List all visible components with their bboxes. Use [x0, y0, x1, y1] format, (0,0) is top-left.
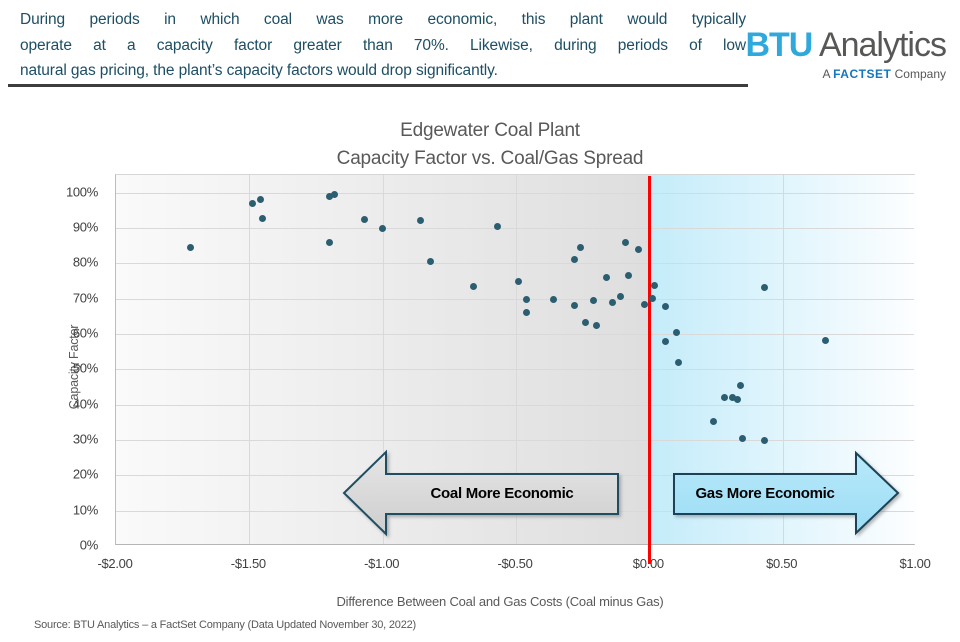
header-line-1: During periods in which coal was more ec…: [20, 11, 746, 28]
scatter-point: [733, 396, 741, 404]
scatter-point: [739, 435, 747, 443]
scatter-point: [640, 301, 648, 309]
scatter-point: [469, 282, 477, 290]
h-gridline: [116, 192, 914, 194]
scatter-point: [621, 238, 629, 246]
scatter-point: [736, 382, 744, 390]
v-gridline: [782, 175, 784, 544]
logo-analytics-text: Analytics: [818, 26, 947, 64]
scatter-point: [760, 437, 768, 445]
header-commentary: During periods in which coal was more ec…: [20, 7, 746, 84]
plot-area: Coal More Economic Gas More Economic: [115, 174, 916, 564]
x-axis-ticks: -$2.00-$1.50-$1.00-$0.50$0.00$0.50$1.00: [97, 556, 930, 572]
h-gridline: [116, 475, 914, 477]
scatter-point: [608, 298, 616, 306]
logo-tagline: A FACTSET Company: [745, 67, 946, 81]
x-tick-label: $0.50: [766, 556, 798, 571]
scatter-point: [325, 239, 333, 247]
scatter-point: [571, 255, 579, 263]
y-tick-label: 40%: [72, 396, 98, 412]
header-underline: [8, 84, 748, 87]
scatter-point: [675, 359, 683, 367]
chart-title-block: Edgewater Coal Plant Capacity Factor vs.…: [90, 117, 890, 173]
h-gridline: [116, 263, 914, 265]
scatter-point: [331, 191, 339, 199]
x-tick-label: -$1.50: [230, 556, 266, 571]
scatter-point: [259, 214, 267, 222]
v-gridline: [249, 175, 251, 544]
scatter-point: [379, 225, 387, 233]
zero-spread-divider-line: [647, 176, 651, 564]
y-tick-label: 20%: [72, 466, 98, 482]
scatter-point: [493, 223, 501, 231]
scatter-point: [360, 216, 368, 224]
x-tick-label: -$1.00: [364, 556, 400, 571]
scatter-point: [728, 394, 736, 402]
logo-btu-text: BTU: [745, 26, 813, 64]
source-note: Source: BTU Analytics – a FactSet Compan…: [34, 619, 417, 631]
scatter-point: [635, 245, 643, 253]
h-gridline: [116, 440, 914, 441]
scatter-point: [624, 272, 632, 280]
btu-analytics-logo: BTU Analytics A FACTSET Company: [745, 26, 947, 81]
header-line-2: operate at a capacity factor greater tha…: [20, 36, 746, 54]
h-gridline: [116, 298, 914, 300]
x-axis-title: Difference Between Coal and Gas Costs (C…: [336, 594, 664, 609]
y-axis-ticks: 0% 10% 20% 30% 40% 50% 60% 70% 80% 90% 100%: [0, 174, 98, 552]
scatter-point: [616, 293, 624, 301]
x-tick-label: -$0.50: [497, 556, 533, 571]
scatter-point: [589, 296, 597, 304]
h-gridline: [116, 404, 914, 406]
scatter-point: [672, 329, 680, 337]
y-tick-label: 70%: [72, 290, 98, 306]
scatter-point: [760, 283, 768, 291]
x-tick-label: $1.00: [899, 556, 931, 571]
scatter-point: [581, 319, 589, 327]
y-tick-label: 0%: [79, 537, 99, 553]
chart-subtitle: Capacity Factor vs. Coal/Gas Spread: [336, 148, 644, 169]
scatter-point: [549, 295, 557, 303]
y-tick-label: 80%: [72, 254, 98, 270]
scatter-point: [592, 322, 600, 330]
scatter-point: [256, 196, 264, 204]
x-tick-label: -$2.00: [97, 556, 133, 571]
scatter-point: [603, 274, 611, 282]
scatter-point: [416, 217, 424, 225]
y-tick-label: 90%: [72, 219, 98, 235]
h-gridline: [116, 334, 914, 335]
tagline-factset: FACTSET: [833, 67, 892, 81]
scatter-point: [821, 336, 829, 344]
scatter-point: [709, 418, 717, 426]
scatter-point: [325, 193, 333, 201]
scatter-point: [661, 337, 669, 345]
y-tick-label: 100%: [65, 184, 98, 200]
scatter-point: [427, 258, 435, 266]
scatter-point: [187, 243, 195, 251]
scatter-point: [720, 394, 728, 402]
scatter-point: [571, 301, 579, 309]
scatter-point: [661, 302, 669, 310]
tagline-suffix: Company: [891, 67, 946, 81]
scatter-point: [248, 199, 256, 207]
y-tick-label: 50%: [72, 360, 98, 376]
logo-wordmark: BTU Analytics: [745, 26, 947, 64]
scatter-point: [515, 278, 523, 286]
h-gridline: [116, 228, 914, 229]
y-tick-label: 30%: [72, 431, 98, 447]
v-gridline: [516, 175, 517, 544]
scatter-point: [523, 295, 531, 303]
chart-title: Edgewater Coal Plant: [400, 120, 580, 141]
scatter-point: [651, 282, 659, 290]
v-gridline: [382, 175, 384, 544]
scatter-point: [648, 295, 656, 303]
y-tick-label: 10%: [72, 502, 98, 518]
scatter-point: [576, 243, 584, 251]
h-gridline: [116, 369, 914, 371]
tagline-prefix: A: [822, 67, 834, 81]
header-line-3: natural gas pricing, the plant’s capacit…: [20, 62, 498, 79]
scatter-point: [523, 308, 531, 316]
h-gridline: [116, 510, 914, 512]
y-tick-label: 60%: [72, 325, 98, 341]
